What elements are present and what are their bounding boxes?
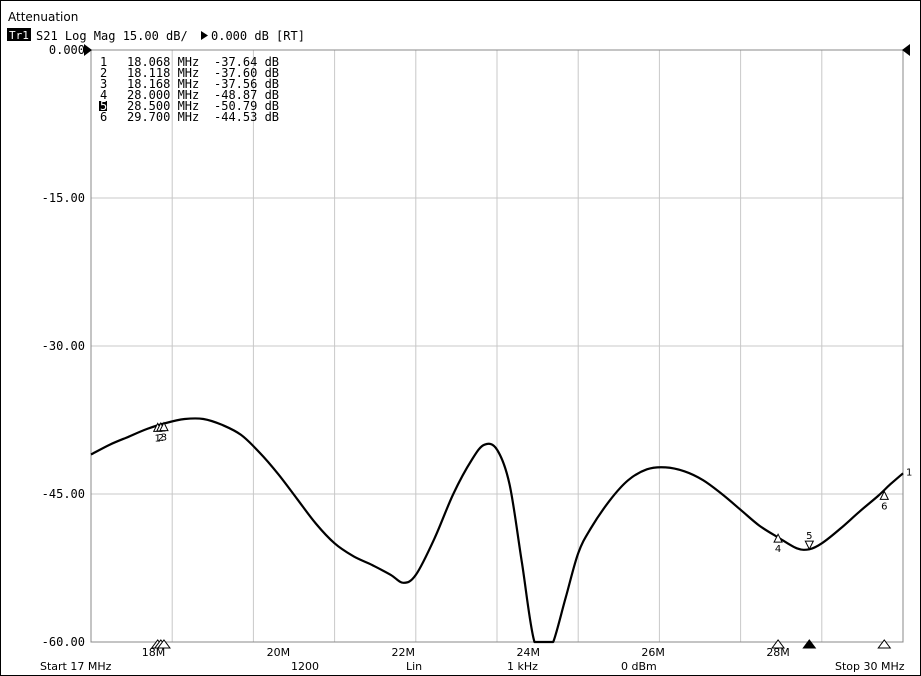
marker-table-num: 6 — [100, 110, 107, 124]
marker-table-num: 5 — [100, 99, 107, 113]
axis-marker-icon — [771, 639, 786, 649]
ref-value: 0.000 dB [RT] — [211, 29, 305, 43]
marker-table-num: 2 — [100, 66, 107, 80]
marker-5[interactable]: 5 — [802, 531, 817, 649]
marker-table-freq: 18.068 MHz — [127, 55, 199, 69]
marker-3[interactable]: 3 — [156, 421, 171, 649]
footer-start: Start 17 MHz — [40, 660, 112, 673]
marker-table-row[interactable]: 3 18.168 MHz -37.56 dB — [100, 77, 279, 91]
marker-table-freq: 29.700 MHz — [127, 110, 199, 124]
marker-table-num: 1 — [100, 55, 107, 69]
marker-table-value: -48.87 dB — [214, 88, 279, 102]
marker-table-row[interactable]: 5 28.500 MHz -50.79 dB — [99, 99, 279, 113]
axis-marker-icon — [802, 639, 817, 649]
marker-number: 5 — [806, 531, 812, 542]
ref-arrow-icon — [201, 31, 208, 40]
marker-table-row[interactable]: 4 28.000 MHz -48.87 dB — [100, 88, 279, 102]
marker-triangle-icon — [804, 540, 815, 551]
marker-table-freq: 18.118 MHz — [127, 66, 199, 80]
x-tick-label: 24M — [516, 646, 540, 659]
ref-left-arrow-icon — [84, 44, 92, 56]
marker-number: 2 — [158, 433, 164, 444]
x-tick-label: 20M — [267, 646, 291, 659]
x-tick-label: 26M — [641, 646, 665, 659]
marker-table-num: 3 — [100, 77, 107, 91]
y-tick-label: -30.00 — [42, 339, 85, 353]
y-tick-label: -60.00 — [42, 635, 85, 649]
marker-4[interactable]: 4 — [771, 533, 786, 649]
ref-right-arrow-icon — [902, 44, 910, 56]
footer-points: 1200 — [291, 660, 319, 673]
marker-6[interactable]: 6 — [877, 490, 892, 649]
marker-table-freq: 28.500 MHz — [127, 99, 199, 113]
marker-number: 3 — [161, 433, 167, 444]
footer-stop: Stop 30 MHz — [835, 660, 905, 673]
y-axis-ticks: 0.000 -15.00 -30.00 -45.00 -60.00 — [42, 43, 85, 649]
marker-table: 1 18.068 MHz -37.64 dB 2 18.118 MHz -37.60 dB… — [99, 55, 279, 124]
marker-table-freq: 28.000 MHz — [127, 88, 199, 102]
marker-number: 6 — [881, 501, 887, 512]
trace-badge[interactable]: Tr1 — [9, 29, 29, 42]
x-axis-ticks: 18M 20M 22M 24M 26M 28M — [142, 646, 790, 659]
marker-table-num: 4 — [100, 88, 107, 102]
trace-end-label: 1 — [906, 467, 912, 478]
marker-table-row[interactable]: 6 29.700 MHz -44.53 dB — [100, 110, 279, 124]
marker-number: 1 — [155, 433, 161, 444]
axis-marker-icon — [877, 639, 892, 649]
trace-info: S21 Log Mag 15.00 dB/ — [36, 29, 195, 43]
marker-triangle-icon — [773, 533, 783, 543]
plot-border — [90, 49, 904, 643]
y-tick-label: -15.00 — [42, 191, 85, 205]
y-tick-label: -45.00 — [42, 487, 85, 501]
marker-table-value: -44.53 dB — [214, 110, 279, 124]
marker-number: 4 — [775, 544, 781, 555]
x-tick-label: 18M — [142, 646, 166, 659]
marker-2[interactable]: 2 — [153, 421, 168, 649]
marker-table-value: -37.64 dB — [214, 55, 279, 69]
marker-table-row[interactable]: 1 18.068 MHz -37.64 dB — [100, 55, 279, 69]
marker-table-value: -37.56 dB — [214, 77, 279, 91]
trace-badge-bg — [7, 28, 31, 41]
chart-title: Attenuation — [8, 10, 78, 24]
y-tick-label: 0.000 — [49, 43, 85, 57]
marker-table-freq: 18.168 MHz — [127, 77, 199, 91]
marker-triangle-icon — [879, 490, 890, 500]
marker-table-value: -50.79 dB — [214, 99, 279, 113]
footer-ifbw: 1 kHz — [507, 660, 538, 673]
x-tick-label: 22M — [392, 646, 416, 659]
footer-sweep-type: Lin — [406, 660, 422, 673]
marker-table-value: -37.60 dB — [214, 66, 279, 80]
x-tick-label: 28M — [766, 646, 790, 659]
grid — [90, 49, 904, 643]
s21-trace-line — [90, 417, 904, 644]
active-marker-highlight — [99, 101, 107, 111]
footer-power: 0 dBm — [621, 660, 657, 673]
marker-1[interactable]: 1 — [150, 422, 165, 649]
marker-table-row[interactable]: 2 18.118 MHz -37.60 dB — [100, 66, 279, 80]
marker-triangle-icon — [159, 421, 169, 432]
axis-marker-icon — [156, 639, 171, 649]
